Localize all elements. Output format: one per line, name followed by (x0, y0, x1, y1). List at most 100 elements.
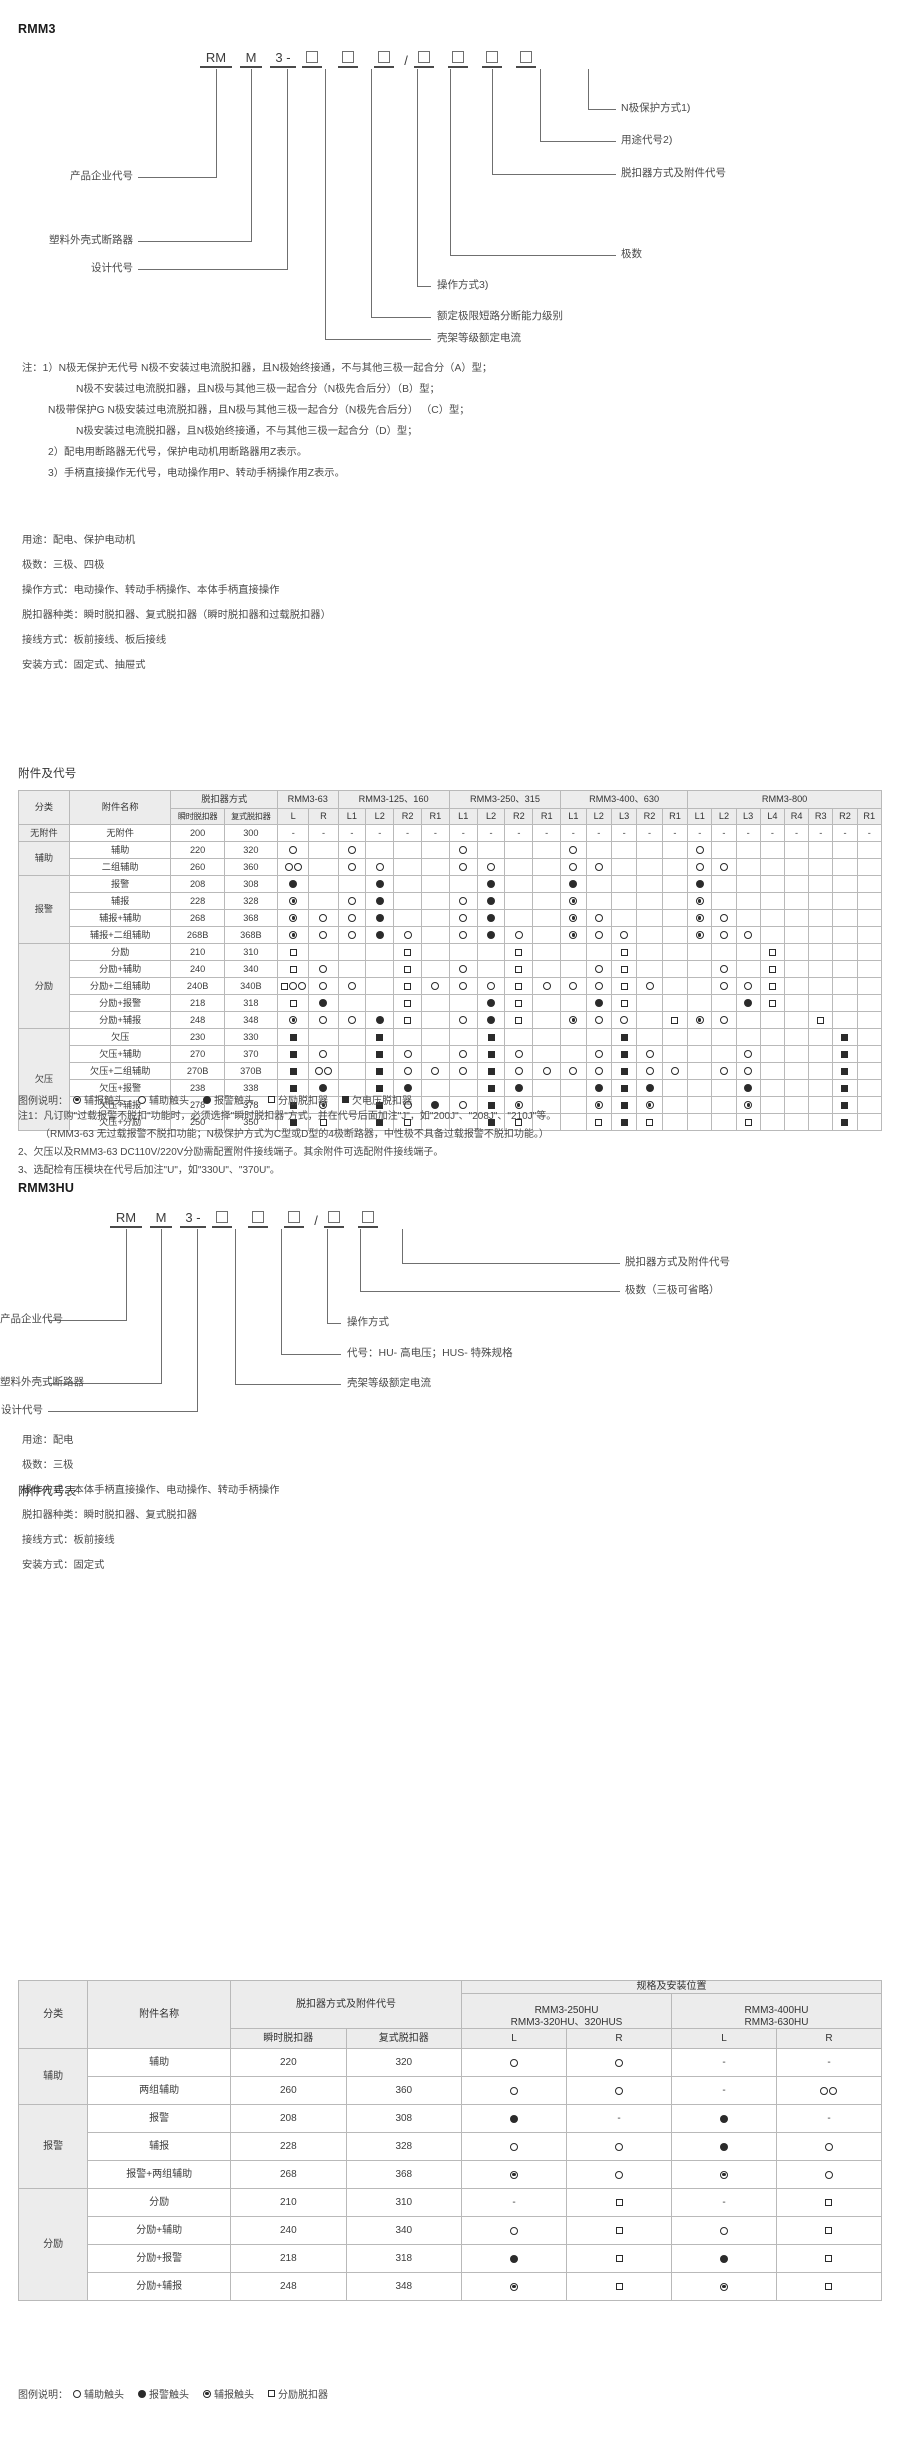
cell-marker (532, 1011, 562, 1029)
legend-item-label: 分励脱扣器 (278, 2390, 328, 2401)
cell-marker (476, 858, 506, 876)
cell-marker (560, 1045, 587, 1063)
cell-marker: - (636, 824, 663, 842)
cell-marker (832, 1113, 858, 1131)
cell-marker (711, 1011, 737, 1029)
th-col: L2 (476, 808, 506, 825)
cell-marker (308, 858, 339, 876)
spec-line: 极数：三极 (22, 1460, 74, 1471)
cell-marker (532, 1028, 562, 1046)
cell-marker (711, 977, 737, 995)
cell-marker (365, 858, 395, 876)
table-body: 辅助 辅助 220 320- - 两组辅助 260 360- 报警 报警 208 308- - 辅报 228… (17, 2048, 883, 2301)
designation-label-left: 设计代号 (91, 262, 133, 274)
cell-marker (671, 2272, 777, 2301)
table-body: 无附件 无附件 200 300- - - - - - - - - - - - - - - - - - - - - - - 辅助 辅助 2… (18, 824, 883, 1131)
cell-marker (856, 1096, 883, 1114)
marker-o (514, 1050, 523, 1058)
cell-marker (759, 841, 785, 859)
marker-o (459, 931, 468, 939)
cell-marker (711, 1096, 737, 1114)
code-box-icon (520, 51, 532, 63)
cell-marker (610, 943, 638, 961)
cell-marker (610, 994, 638, 1012)
marker-o (459, 1101, 468, 1109)
cell-marker (532, 875, 562, 893)
cell-marker (393, 1045, 422, 1063)
cell-marker (585, 1028, 612, 1046)
marker-F (431, 1101, 440, 1109)
cell-marker (735, 909, 761, 927)
cell-marker (337, 858, 367, 876)
marker-o (459, 863, 468, 871)
cell-marker (461, 2272, 568, 2301)
marker-B (841, 1118, 849, 1126)
cell-marker (735, 1062, 761, 1080)
cell-accessory-name: 辅报 (68, 892, 172, 910)
marker-B (289, 1101, 297, 1109)
code-box-icon (288, 1211, 300, 1223)
cell-marker (783, 1062, 810, 1080)
cell-marker (448, 875, 478, 893)
marker-o (744, 1067, 753, 1075)
footnote-line: 注1：凡订购"过载报警不脱扣"功能时，必须选择"瞬时脱扣器"方式，并在代号后面加… (18, 1111, 557, 1122)
cell-marker (337, 977, 367, 995)
cell-composite-code: 320 (345, 2048, 463, 2077)
cell-instant-code: 260 (230, 2076, 347, 2105)
designation-label-right: 操作方式3) (437, 279, 489, 291)
marker-B (487, 1118, 495, 1126)
cell-marker (610, 892, 638, 910)
cell-marker: - (308, 824, 339, 842)
model-designation-diagram-rmm3hu: RM M 3 - / 产品企业代号 塑料外 (0, 1200, 900, 1430)
cell-marker (585, 1113, 612, 1131)
cell-marker (276, 1062, 310, 1080)
marker-o (319, 965, 328, 973)
marker-F (719, 2142, 728, 2151)
marker-o (510, 2086, 519, 2095)
cell-instant-code: 220 (230, 2048, 347, 2077)
cell-marker (610, 1062, 638, 1080)
cell-marker (585, 1079, 612, 1097)
cell-category: 分励 (17, 2188, 89, 2301)
cell-marker: - (476, 824, 506, 842)
cell-marker: - (337, 824, 367, 842)
marker-B (289, 1050, 297, 1058)
cell-marker (461, 2104, 568, 2133)
accessories2-heading: 附件代号表 (18, 1486, 77, 1498)
cell-marker: - (775, 2048, 883, 2077)
cell-marker (585, 977, 612, 995)
th-group-rmm3-400-630: RMM3-400、630 (560, 790, 689, 809)
legend-marker-icon (268, 2390, 275, 2397)
cell-marker (393, 909, 422, 927)
cell-marker (532, 892, 562, 910)
code-token: M (150, 1210, 172, 1228)
cell-marker (783, 1079, 810, 1097)
cell-instant-code: 250 (170, 1113, 225, 1131)
code-box-icon (216, 1211, 228, 1223)
cell-marker (337, 994, 367, 1012)
marker-B (841, 1033, 849, 1041)
code-box-icon (362, 1211, 374, 1223)
legend-item-label: 欠电压脱扣器 (352, 1096, 412, 1107)
cell-composite-code: 330 (223, 1028, 278, 1046)
cell-marker (661, 960, 689, 978)
th-group-400-630hu: RMM3-400HU RMM3-630HU (671, 1992, 882, 2029)
marker-S (615, 2255, 623, 2262)
designation-label-left: 塑料外壳式断路器 (0, 1376, 84, 1388)
cell-marker (504, 1045, 534, 1063)
cell-marker (687, 960, 713, 978)
cell-accessory-name: 辅助 (87, 2048, 232, 2077)
th-group-rmm3-250-315: RMM3-250、315 (448, 790, 562, 809)
cell-marker (759, 875, 785, 893)
cell-marker (636, 1079, 663, 1097)
cell-marker (308, 994, 339, 1012)
cell-marker (276, 892, 310, 910)
marker-S (515, 1118, 523, 1126)
cell-marker (711, 1079, 737, 1097)
th-col: R2 (393, 808, 422, 825)
cell-marker (636, 1045, 663, 1063)
cell-marker (585, 892, 612, 910)
cell-marker (636, 1096, 663, 1114)
cell-instant-code: 208 (230, 2104, 347, 2133)
code-token: 3 - (180, 1210, 206, 1228)
